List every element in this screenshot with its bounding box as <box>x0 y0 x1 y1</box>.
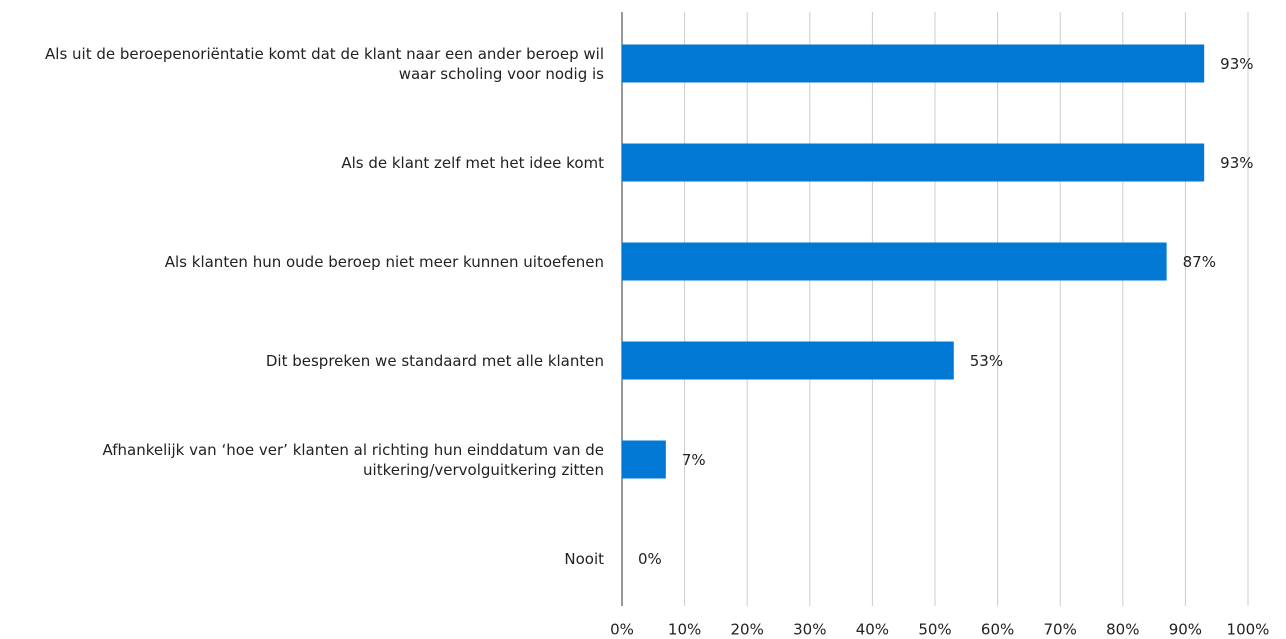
x-tick-label: 10% <box>668 621 701 639</box>
x-tick-label: 80% <box>1106 621 1139 639</box>
category-label: Nooit <box>564 549 604 568</box>
x-tick-label: 90% <box>1169 621 1202 639</box>
x-tick-label: 40% <box>856 621 889 639</box>
bar <box>622 143 1205 182</box>
x-tick-label: 100% <box>1227 621 1270 639</box>
data-label: 93% <box>1220 154 1253 172</box>
category-label: Als klanten hun oude beroep niet meer ku… <box>164 252 604 271</box>
bar <box>622 242 1167 281</box>
data-label: 7% <box>682 451 706 469</box>
category-label: Als de klant zelf met het idee komt <box>341 153 604 172</box>
x-tick-label: 30% <box>793 621 826 639</box>
bar <box>622 44 1205 83</box>
data-label: 0% <box>638 550 662 568</box>
x-tick-label: 60% <box>981 621 1014 639</box>
data-label: 87% <box>1183 253 1216 271</box>
x-tick-label: 0% <box>610 621 634 639</box>
data-label: 53% <box>970 352 1003 370</box>
x-tick-label: 70% <box>1044 621 1077 639</box>
category-label: Afhankelijk van ‘hoe ver’ klanten al ric… <box>102 440 604 479</box>
category-label: Dit bespreken we standaard met alle klan… <box>265 351 604 370</box>
x-tick-label: 50% <box>918 621 951 639</box>
data-label: 93% <box>1220 55 1253 73</box>
bar <box>622 440 666 479</box>
x-tick-label: 20% <box>731 621 764 639</box>
category-label: Als uit de beroepenoriëntatie komt dat d… <box>45 44 604 83</box>
bar <box>622 341 954 380</box>
